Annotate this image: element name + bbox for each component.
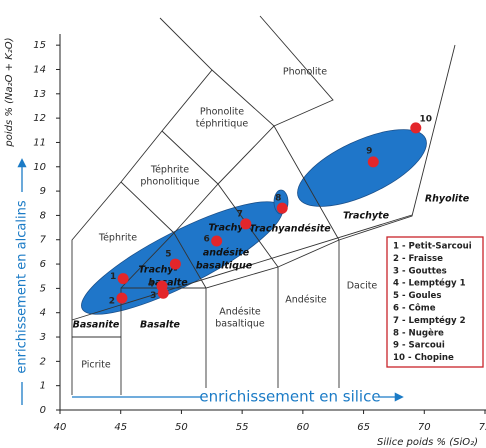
x-arrow-label: enrichissement en silice xyxy=(199,388,380,406)
boundary xyxy=(120,15,334,234)
y-tick-label: 9 xyxy=(40,186,46,197)
field xyxy=(297,129,427,207)
region-label: Téphrite xyxy=(150,165,189,176)
point xyxy=(367,156,379,168)
boundary xyxy=(71,17,213,395)
region-label: Andésite xyxy=(285,295,327,306)
y-tick-label: 5 xyxy=(40,283,46,294)
point-label: 4 xyxy=(148,279,154,289)
y-axis-label: poids % (Na₂O + K₂O) xyxy=(4,37,15,147)
region-label: Picrite xyxy=(81,360,111,371)
y-tick-label: 6 xyxy=(40,259,46,270)
point xyxy=(117,273,129,285)
boundary xyxy=(205,240,340,395)
boundaries xyxy=(71,15,456,395)
region-label: basaltique xyxy=(196,261,253,272)
y-tick-label: 3 xyxy=(40,332,46,343)
x-axis-label: Silice poids % (SiO₂) xyxy=(377,437,478,448)
region-label: andésite xyxy=(203,248,250,259)
x-tick-label: 50 xyxy=(175,422,188,433)
y-tick-label: 13 xyxy=(33,89,46,100)
y-tick-label: 11 xyxy=(33,137,46,148)
x-tick-label: 60 xyxy=(296,422,309,433)
y-tick-label: 10 xyxy=(33,162,46,173)
region-labels: Phonolite Phonolite téphritique Téphrite… xyxy=(73,67,470,371)
region-label: Basalte xyxy=(140,320,181,331)
point-label: 5 xyxy=(165,250,171,260)
region-label: Andésite xyxy=(219,307,261,318)
legend-entry: 10 - Chopine xyxy=(393,353,454,363)
point xyxy=(211,235,223,247)
x-tick-label: 55 xyxy=(236,422,249,433)
y-tick-label: 0 xyxy=(40,405,46,416)
point-label: 3 xyxy=(150,291,156,301)
region-label: Phonolite xyxy=(283,67,327,78)
legend-entry: 7 - Lemptégy 2 xyxy=(393,315,466,326)
legend-entry: 1 - Petit-Sarcoui xyxy=(393,242,472,252)
legend-entry: 2 - Fraisse xyxy=(393,254,443,264)
point-label: 7 xyxy=(237,209,243,219)
point xyxy=(276,202,288,214)
x-tick-label: 45 xyxy=(114,422,127,433)
point xyxy=(156,280,168,292)
region-label: Trachyte xyxy=(343,211,390,222)
y-tick-label: 1 xyxy=(40,381,46,392)
region-label: Rhyolite xyxy=(425,194,470,205)
y-tick-label: 12 xyxy=(33,113,46,124)
region-label: Téphrite xyxy=(98,233,137,244)
region-label: basaltique xyxy=(215,319,265,330)
region-label: Trachy- xyxy=(138,265,177,276)
x-tick-label: 75 xyxy=(479,422,486,433)
y-tick-label: 14 xyxy=(33,64,46,75)
region-label: phonolitique xyxy=(140,177,199,188)
y-tick-label: 15 xyxy=(33,40,46,51)
point-label: 10 xyxy=(420,114,433,124)
region-label: basalte xyxy=(148,278,188,289)
point-label: 6 xyxy=(204,234,210,244)
point-label: 2 xyxy=(109,297,115,307)
x-tick-label: 40 xyxy=(54,422,67,433)
y-tick-label: 8 xyxy=(40,210,46,221)
region-label: Trachyandésite xyxy=(249,224,331,235)
point xyxy=(169,258,181,270)
x-tick-label: 65 xyxy=(357,422,370,433)
legend-entry: 8 - Nugère xyxy=(393,327,444,338)
legend xyxy=(386,236,484,368)
legend-entry: 4 - Lemptégy 1 xyxy=(393,278,466,289)
point xyxy=(116,292,128,304)
y-tick-label: 7 xyxy=(40,235,47,246)
legend-entry: 3 - Gouttes xyxy=(393,266,447,276)
point-label: 9 xyxy=(366,146,372,156)
arrow-label-bg xyxy=(202,388,378,406)
point-label: 8 xyxy=(275,194,281,204)
legend-entry: 5 - Goules xyxy=(393,291,442,301)
region-label: Dacite xyxy=(347,281,378,292)
x-tick-label: 70 xyxy=(418,422,431,433)
region-label: téphritique xyxy=(196,119,249,130)
legend-entry: 6 - Côme xyxy=(393,303,436,314)
point-label: 1 xyxy=(110,272,116,282)
legend-entry: 9 - Sarcoui xyxy=(393,341,445,351)
y-arrow-label: enrichissement en alcalins xyxy=(15,200,30,373)
point xyxy=(410,122,422,134)
point xyxy=(240,218,252,230)
boundary xyxy=(71,214,413,321)
y-tick-label: 2 xyxy=(40,356,46,367)
region-label: Phonolite xyxy=(200,107,244,118)
region-label: Trachy- xyxy=(208,223,247,234)
region-label: Basanite xyxy=(73,320,120,331)
arrow-label-bg xyxy=(13,192,31,382)
y-tick-label: 4 xyxy=(40,308,46,319)
